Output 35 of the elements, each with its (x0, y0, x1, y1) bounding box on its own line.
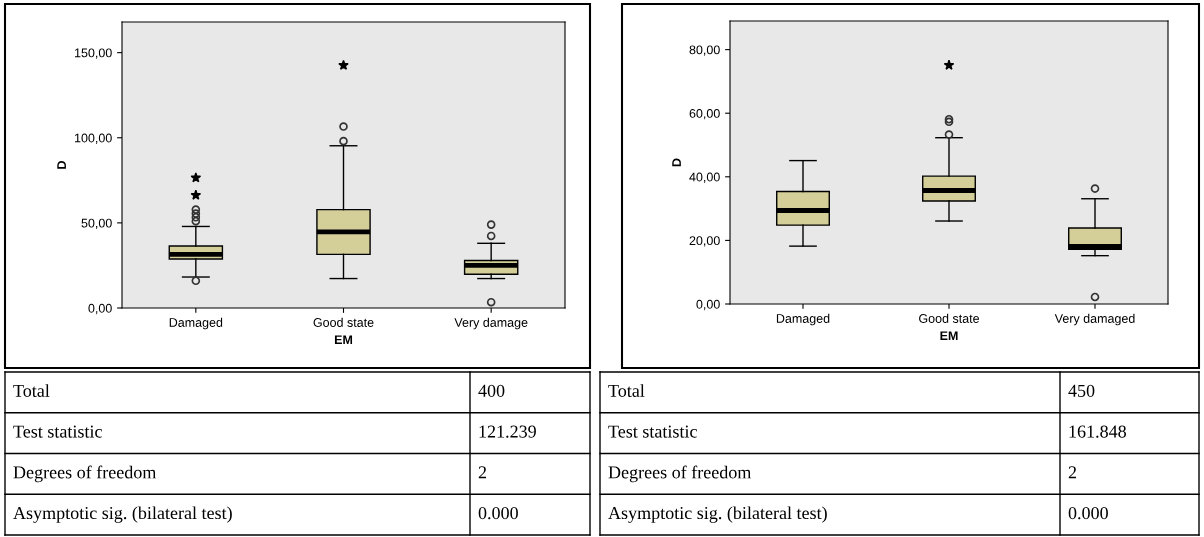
text: Asymptotic sig. (bilateral test) (608, 506, 827, 523)
x-tick-label: Good state (919, 313, 980, 323)
text: 450 (1068, 384, 1095, 397)
x-tick-label: Very damaged (1054, 313, 1135, 326)
text: Test statistic (13, 425, 102, 438)
y-tick-label: 20,00 (689, 236, 720, 247)
y-axis-title: D (57, 161, 66, 169)
x-tick-label: Damaged (169, 317, 223, 330)
text: Test statistic (608, 425, 697, 438)
text: Degrees of freedom (13, 465, 157, 483)
text: Total (13, 384, 50, 397)
y-tick-label: 0,00 (696, 299, 720, 311)
text: Asymptotic sig. (bilateral test) (13, 506, 232, 523)
x-tick-label: Good state (313, 317, 374, 327)
text: 121.239 (479, 425, 536, 438)
text: 161.848 (1069, 425, 1126, 438)
y-tick-label: 150,00 (75, 48, 112, 59)
y-tick-label: 0,00 (88, 303, 112, 315)
y-tick-label: 80,00 (689, 45, 720, 56)
y-tick-label: 100,00 (75, 133, 112, 144)
y-tick-label: 60,00 (689, 109, 720, 120)
x-axis-title: EM (940, 331, 958, 340)
text: 2 (478, 466, 487, 479)
y-axis-title: D (672, 158, 681, 167)
x-tick-label: Very damage (454, 317, 528, 330)
text: 0.000 (478, 506, 518, 520)
text: 400 (478, 384, 505, 397)
text: 0.000 (1068, 506, 1108, 520)
y-tick-label: 40,00 (689, 172, 720, 183)
text: Degrees of freedom (608, 465, 752, 483)
y-tick-label: 50,00 (81, 218, 112, 230)
x-axis-title: EM (334, 335, 353, 344)
text: Total (608, 384, 645, 397)
x-tick-label: Damaged (776, 313, 830, 326)
text: 2 (1068, 466, 1077, 479)
